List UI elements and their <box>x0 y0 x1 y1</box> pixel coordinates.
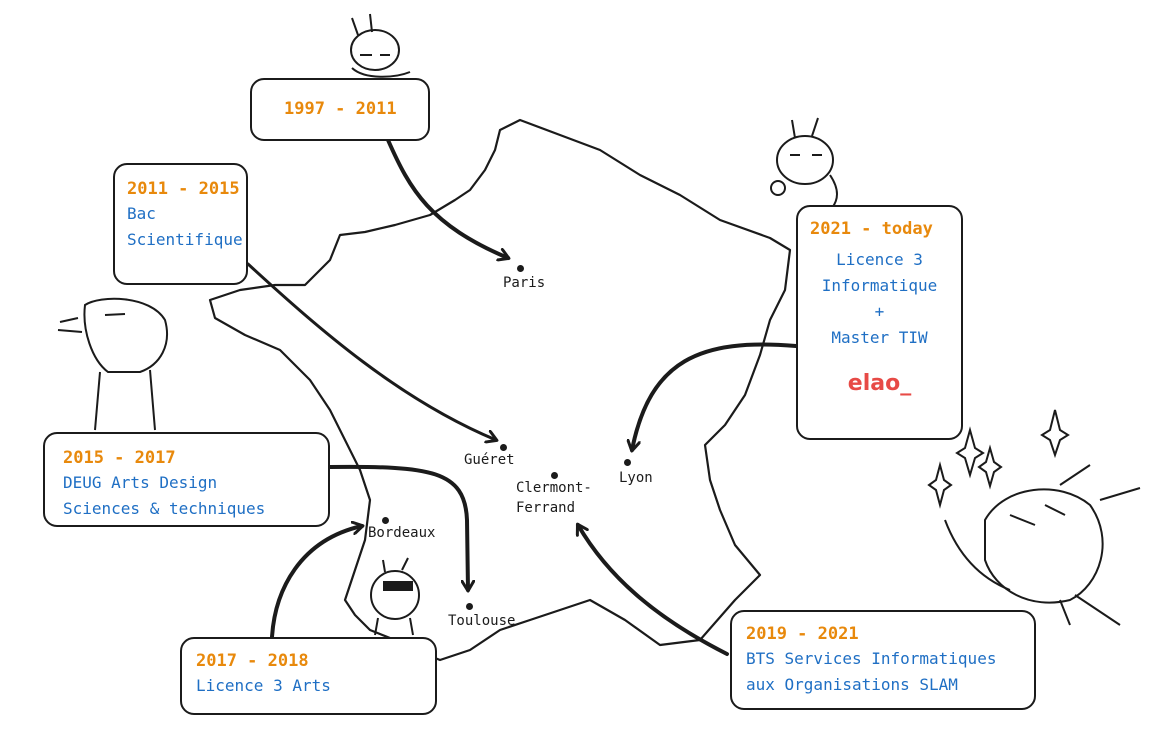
gueret-dot <box>500 444 507 451</box>
degree-label-line-2: Sciences & techniques <box>63 499 266 518</box>
timeline-box-1997: 1997 - 2011 <box>250 78 430 141</box>
degree-label-line-2: Informatique <box>821 276 938 295</box>
plus-sign: + <box>874 302 885 321</box>
rabbit-standing-drawing <box>57 297 168 431</box>
degree-label-line-1: DEUG Arts Design <box>63 473 218 492</box>
arrow-2011-gueret <box>246 262 496 440</box>
city-label-clermont-ferrand-1: Clermont- <box>516 480 592 496</box>
period-label: 2019 - 2021 <box>746 624 859 644</box>
toulouse-dot <box>466 603 473 610</box>
rabbit-sleeping-drawing <box>350 13 411 78</box>
degree-label-line-1: Licence 3 <box>836 250 923 269</box>
degree-label-line-2: Scientifique <box>127 230 243 249</box>
degree-label-line-1: Bac <box>127 204 156 223</box>
lyon-dot <box>624 459 631 466</box>
clermont-ferrand-dot <box>551 472 558 479</box>
arrow-1997-paris <box>386 138 508 258</box>
period-label: 2011 - 2015 <box>127 179 240 199</box>
paris-dot <box>517 265 524 272</box>
city-label-clermont-ferrand-2: Ferrand <box>516 500 576 516</box>
city-label-toulouse: Toulouse <box>448 613 516 629</box>
timeline-box-2019: 2019 - 2021 BTS Services Informatiques a… <box>730 610 1036 710</box>
period-label: 2021 - today <box>810 219 933 239</box>
arrow-2021-lyon <box>632 342 798 450</box>
period-label: 2015 - 2017 <box>63 448 176 468</box>
timeline-box-2011: 2011 - 2015 Bac Scientifique <box>113 163 248 285</box>
timeline-box-2017: 2017 - 2018 Licence 3 Arts <box>180 637 437 715</box>
period-label: 1997 - 2011 <box>284 99 397 119</box>
arrow-2019-clermont <box>578 525 729 656</box>
degree-label-line-4: Master TIW <box>831 328 928 347</box>
city-label-bordeaux: Bordeaux <box>368 525 436 541</box>
timeline-box-2015: 2015 - 2017 DEUG Arts Design Sciences & … <box>43 432 330 527</box>
elao-logo: elao_ <box>847 371 912 396</box>
rabbit-eating-drawing <box>770 117 838 209</box>
france-outline <box>208 118 792 662</box>
degree-label-line-1: Licence 3 Arts <box>196 676 331 695</box>
degree-label-line-2: aux Organisations SLAM <box>746 675 958 694</box>
city-label-gueret: Guéret <box>464 452 515 468</box>
arrow-2017-bordeaux <box>270 526 362 639</box>
timeline-box-2021: 2021 - today Licence 3 Informatique + Ma… <box>796 205 963 440</box>
degree-label-line-1: BTS Services Informatiques <box>746 649 997 668</box>
sparkle-drawings <box>927 409 1070 509</box>
rabbit-sunglasses-drawing <box>370 557 420 636</box>
bordeaux-dot <box>382 517 389 524</box>
city-label-paris: Paris <box>503 275 546 291</box>
rabbit-excited-drawing <box>944 464 1141 626</box>
city-label-lyon: Lyon <box>619 470 653 486</box>
period-label: 2017 - 2018 <box>196 651 309 671</box>
arrow-2015-toulouse <box>328 464 468 590</box>
